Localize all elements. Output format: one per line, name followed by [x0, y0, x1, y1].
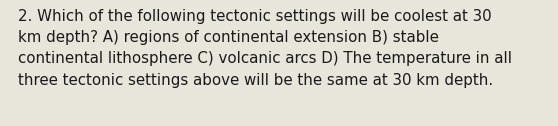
Text: 2. Which of the following tectonic settings will be coolest at 30
km depth? A) r: 2. Which of the following tectonic setti… [18, 9, 512, 88]
